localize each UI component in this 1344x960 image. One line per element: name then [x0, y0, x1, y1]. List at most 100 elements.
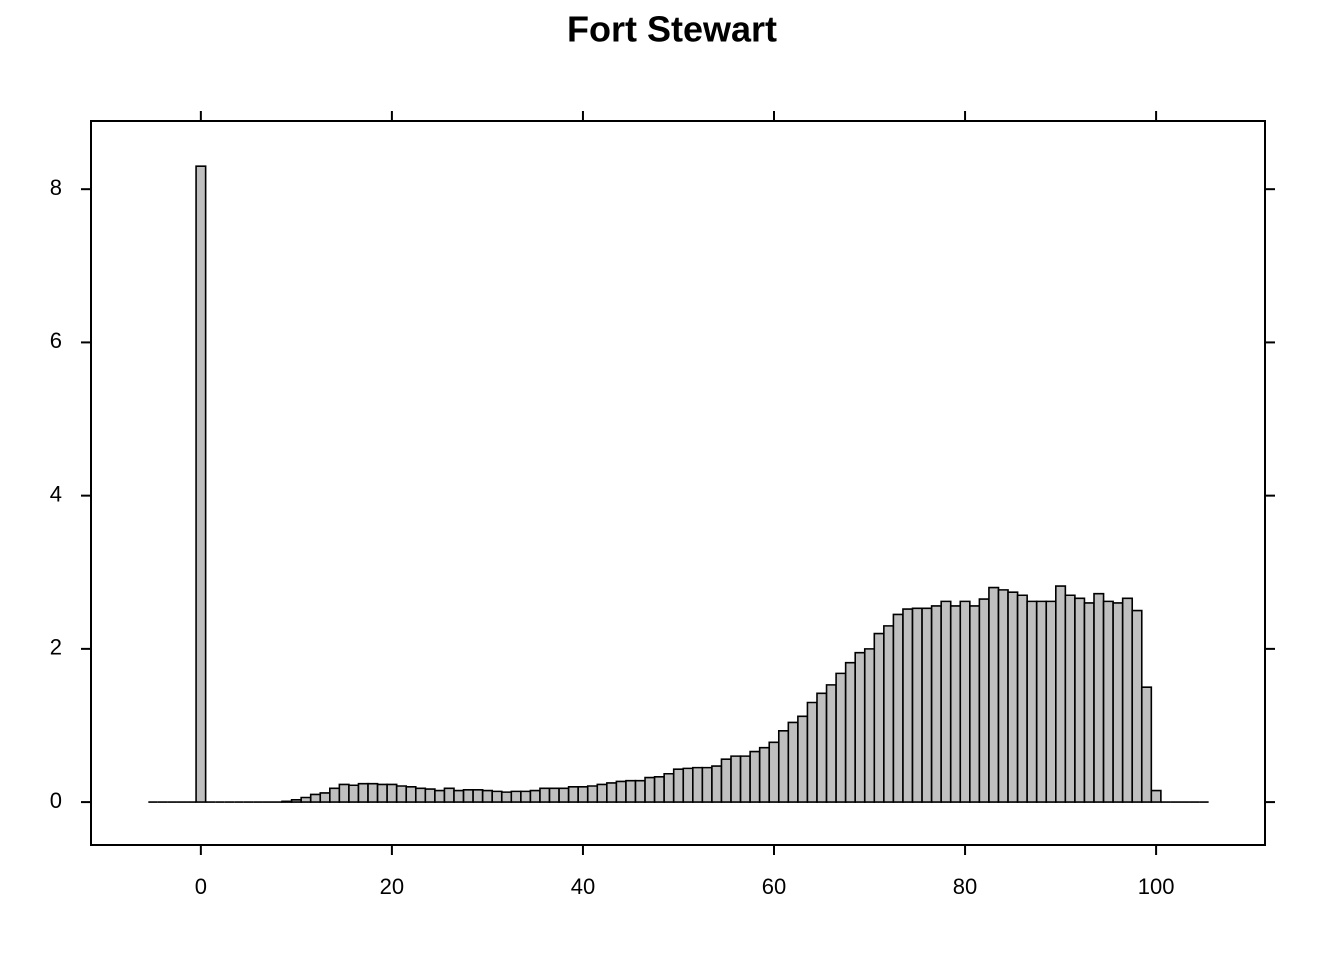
bar [682, 767, 694, 803]
bar [481, 789, 494, 803]
bar [500, 791, 513, 803]
bar [529, 789, 541, 803]
bar [1102, 600, 1114, 803]
bar [672, 768, 685, 803]
bar [290, 798, 302, 803]
y-tick-label: 8 [50, 175, 62, 200]
bar [405, 785, 417, 803]
x-tick-label: 80 [953, 874, 977, 899]
bar [577, 785, 589, 803]
bar [1007, 591, 1019, 803]
bar [644, 776, 656, 803]
bar [329, 787, 341, 803]
bar [376, 783, 388, 803]
bar [1055, 585, 1067, 803]
bar [921, 607, 933, 803]
bar [844, 661, 856, 803]
bar [825, 684, 837, 803]
bar [548, 787, 560, 803]
bar [692, 766, 704, 803]
y-tick-label: 2 [50, 635, 62, 660]
bar [902, 608, 914, 803]
bar [730, 755, 742, 803]
x-tick-label: 60 [762, 874, 786, 899]
bar [367, 782, 379, 803]
chart-title: Fort Stewart [567, 9, 777, 50]
bar [615, 780, 627, 803]
bar [443, 787, 455, 803]
bar [634, 779, 646, 803]
bar [1093, 592, 1105, 803]
bar [854, 651, 866, 803]
bar [462, 789, 474, 803]
bar [758, 746, 771, 803]
bar [414, 787, 427, 803]
bar [558, 787, 570, 803]
bar [424, 788, 436, 803]
bar [701, 766, 713, 803]
bar [940, 600, 952, 803]
bar [520, 790, 532, 803]
bar [959, 600, 971, 803]
bar [357, 782, 369, 803]
bar [978, 598, 990, 803]
bar [863, 648, 876, 803]
bar [567, 785, 579, 803]
bar [395, 785, 408, 803]
bar [663, 772, 675, 803]
bar [386, 783, 398, 803]
bar [586, 785, 599, 803]
bar [720, 758, 732, 803]
bar [816, 692, 828, 803]
y-tick-label: 0 [50, 788, 62, 813]
x-tick-label: 20 [380, 874, 404, 899]
bar [625, 779, 637, 803]
bar [1131, 609, 1143, 803]
bar [1016, 594, 1028, 803]
bar [997, 589, 1009, 803]
bar [596, 783, 608, 803]
bar [749, 750, 761, 803]
bar [711, 765, 723, 803]
bar [930, 605, 942, 803]
bar [1045, 600, 1057, 803]
bar [806, 701, 818, 803]
bar [1064, 594, 1076, 803]
bar [892, 613, 904, 803]
x-tick-label: 0 [195, 874, 207, 899]
bar [434, 789, 446, 803]
x-tick-label: 100 [1138, 874, 1175, 899]
bar [969, 605, 981, 803]
y-tick-label: 6 [50, 328, 62, 353]
bar [787, 721, 799, 803]
bar [873, 632, 885, 803]
bar [1140, 686, 1153, 803]
bar [472, 789, 484, 803]
bar [338, 783, 350, 803]
bar [1074, 597, 1086, 803]
x-tick-label: 40 [571, 874, 595, 899]
bar [453, 789, 465, 803]
bar [606, 782, 618, 803]
bar [491, 790, 503, 803]
bar [1035, 600, 1048, 803]
bar [510, 790, 522, 803]
bar [1083, 602, 1095, 803]
bar [1121, 597, 1134, 803]
bar [1150, 789, 1162, 803]
bar [300, 796, 312, 803]
bar [777, 730, 790, 803]
bar [348, 784, 360, 803]
bar [281, 800, 293, 803]
plot-frame [90, 120, 1266, 846]
bar [319, 792, 331, 803]
bar [309, 793, 322, 803]
bar [883, 625, 895, 803]
bar [768, 741, 780, 803]
bar [739, 755, 751, 803]
y-tick-label: 4 [50, 481, 62, 506]
bar [1026, 600, 1038, 803]
bar [797, 715, 809, 803]
